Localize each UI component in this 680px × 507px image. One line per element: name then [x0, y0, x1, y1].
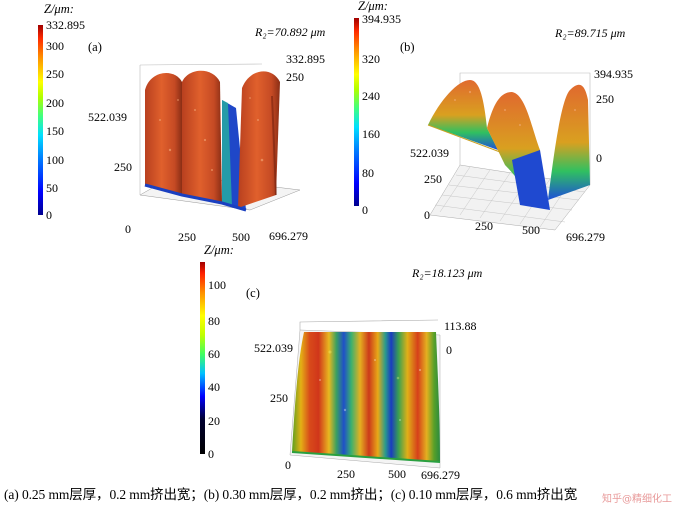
axis-b-xtick: 250 [475, 219, 493, 233]
axis-c-xtick: 500 [388, 467, 406, 481]
colorbar-c [200, 262, 205, 454]
surface-b [427, 72, 591, 231]
axis-b-xmax: 696.279 [566, 230, 605, 244]
colorbar-b-max: 394.935 [362, 12, 401, 26]
colorbar-b-tick: 240 [362, 89, 380, 103]
axis-a-ztop: 332.895 [286, 52, 325, 66]
colorbar-b-tick: 0 [362, 203, 368, 217]
colorbar-c-tick: 40 [208, 380, 220, 394]
colorbar-a-max: 332.895 [46, 18, 85, 32]
axis-a-xtick: 250 [178, 230, 196, 244]
colorbar-c-title: Z/μm: [204, 243, 234, 257]
axis-c-xtick: 250 [337, 467, 355, 481]
axis-c-ztop: 113.88 [444, 319, 477, 333]
axis-b-ztick: 250 [596, 92, 614, 106]
axis-c-zzero: 0 [446, 343, 452, 357]
axis-a-ztick: 250 [286, 70, 304, 84]
panel-a-label: (a) [88, 40, 102, 54]
colorbar-a-tick: 0 [46, 208, 52, 222]
axis-a-xmax: 696.279 [269, 229, 308, 243]
colorbar-b-tick: 80 [362, 166, 374, 180]
axis-c-ymax: 522.039 [254, 341, 293, 355]
colorbar-a-tick: 50 [46, 181, 58, 195]
panel-c: Z/μm: 100 80 60 40 20 0 (c) R₂=18.123 μm… [200, 243, 483, 482]
panel-b: Z/μm: 394.935 320 240 160 80 0 (b) R₂=89… [354, 0, 633, 244]
axis-c-xmax: 696.279 [421, 468, 460, 482]
colorbar-b-title: Z/μm: [358, 0, 388, 13]
colorbar-a-ticks: 300 250 200 150 100 50 0 [46, 39, 64, 222]
axis-a-x0: 0 [125, 222, 131, 236]
panel-c-label: (c) [246, 286, 260, 300]
surface-c [289, 319, 441, 469]
colorbar-c-ticks: 100 80 60 40 20 0 [208, 278, 226, 461]
panel-b-label: (b) [400, 40, 415, 54]
colorbar-a-tick: 200 [46, 96, 64, 110]
colorbar-a-title: Z/μm: [44, 2, 74, 16]
colorbar-c-tick: 80 [208, 314, 220, 328]
panel-a: Z/μm: 332.895 300 250 200 150 100 50 0 (… [38, 2, 326, 244]
axis-b-xtick: 500 [522, 223, 540, 237]
axis-c-ytick: 250 [270, 391, 288, 405]
axis-b-zzero: 0 [596, 151, 602, 165]
colorbar-b-ticks: 320 240 160 80 0 [362, 52, 380, 217]
colorbar-a [38, 25, 43, 215]
panel-b-r2: R₂=89.715 μm [554, 26, 626, 40]
colorbar-a-tick: 250 [46, 67, 64, 81]
axis-b-ytick: 250 [424, 172, 442, 186]
axis-a-ymax: 522.039 [88, 110, 127, 124]
colorbar-c-tick: 100 [208, 278, 226, 292]
axis-c-x0: 0 [285, 458, 291, 472]
axis-a-xtick: 500 [232, 230, 250, 244]
colorbar-a-tick: 300 [46, 39, 64, 53]
panel-c-r2: R₂=18.123 μm [411, 266, 483, 280]
axis-b-x0: 0 [424, 208, 430, 222]
surface-a [139, 63, 301, 212]
axis-b-ymax: 522.039 [410, 146, 449, 160]
colorbar-b-tick: 320 [362, 52, 380, 66]
colorbar-a-tick: 100 [46, 153, 64, 167]
colorbar-c-tick: 60 [208, 347, 220, 361]
colorbar-b-tick: 160 [362, 127, 380, 141]
panel-a-r2: R₂=70.892 μm [254, 25, 326, 39]
axis-a-ytick: 250 [114, 160, 132, 174]
figure-caption: (a) 0.25 mm层厚，0.2 mm挤出宽；(b) 0.30 mm层厚，0.… [4, 487, 578, 502]
axis-b-ztop: 394.935 [594, 67, 633, 81]
colorbar-a-tick: 150 [46, 124, 64, 138]
colorbar-c-tick: 20 [208, 414, 220, 428]
colorbar-b [354, 18, 359, 206]
watermark: 知乎@精细化工 [602, 494, 672, 505]
colorbar-c-tick: 0 [208, 447, 214, 461]
